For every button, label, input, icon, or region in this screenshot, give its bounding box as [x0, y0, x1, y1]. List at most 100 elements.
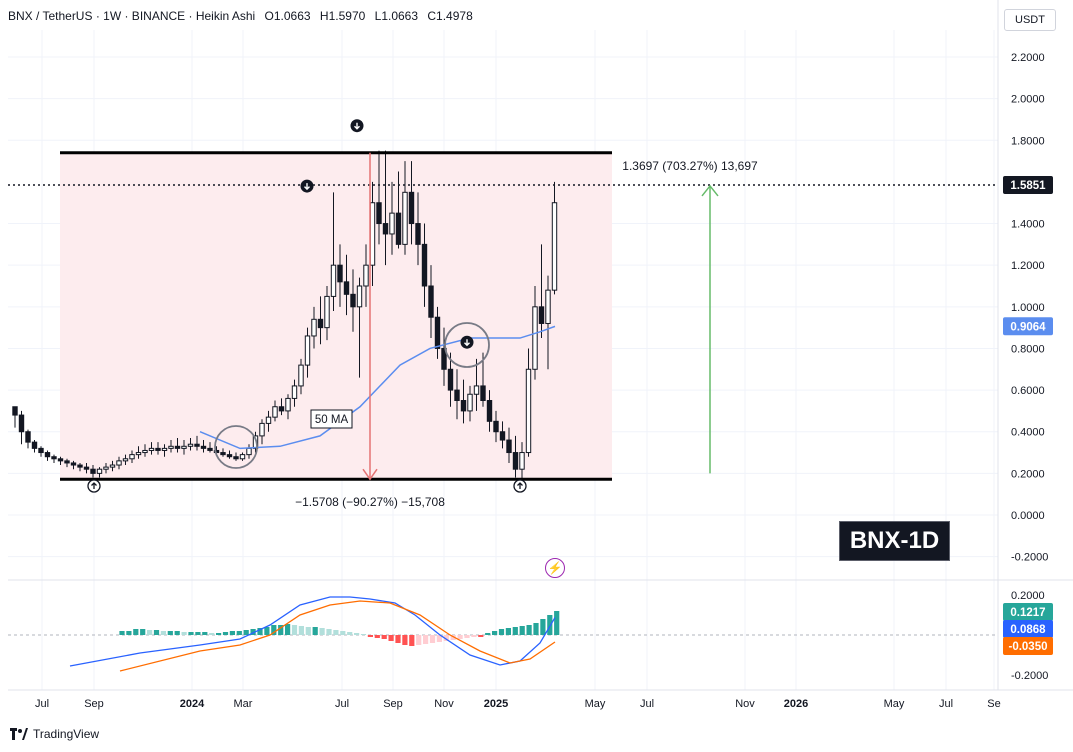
candle-body: [233, 456, 239, 460]
candle-body: [434, 316, 441, 349]
candle-body: [291, 385, 298, 399]
last-price-badge: 1.5851: [1010, 180, 1046, 192]
measure-up-arrowhead: [701, 184, 719, 197]
macd-hist-bar: [291, 625, 298, 635]
macd-hist-bar: [526, 625, 532, 635]
candle-body: [259, 422, 265, 437]
symbol-title[interactable]: BNX / TetherUS · 1W · BINANCE · Heikin A…: [8, 9, 256, 23]
candle-body: [389, 212, 395, 235]
macd-hist-bar: [305, 627, 311, 635]
macd-hist-bar: [340, 631, 346, 635]
tradingview-logo-icon: [10, 728, 28, 740]
macd-hist-bar: [271, 625, 277, 635]
macd-hist-bar: [243, 630, 249, 635]
ohlc-high-label: H: [319, 9, 329, 23]
macd-hist-bar: [202, 632, 208, 635]
candle-body: [155, 447, 161, 451]
price-axis[interactable]: 2.2000 2.0000 1.8000 1.4000 1.2000 1.0000 0.80…: [1003, 52, 1053, 682]
macd-hist-bar: [209, 633, 215, 635]
time-tick-label: May: [884, 698, 905, 710]
macd-value-badge-bg: [1003, 620, 1053, 638]
time-tick-label: Sep: [383, 698, 403, 710]
candle-body: [272, 406, 278, 418]
candle-body: [395, 212, 402, 245]
candle-body: [376, 202, 382, 225]
candle-body: [467, 393, 473, 412]
candle-body: [350, 293, 356, 308]
down-arrow-icon: [350, 119, 364, 133]
lightning-icon[interactable]: ⚡: [545, 558, 565, 578]
ohlc-close: 1.4978: [436, 9, 473, 23]
candle-body: [545, 289, 551, 324]
macd-hist-bar: [395, 635, 401, 643]
candle-body: [506, 439, 512, 454]
highlight-circle: [444, 322, 490, 368]
time-tick-label: Jul: [640, 698, 654, 710]
arrow-glyph: [91, 482, 97, 489]
candle-body: [70, 462, 77, 466]
macd-hist-bar: [471, 635, 477, 637]
time-tick-label: Jul: [35, 698, 49, 710]
candle-body: [304, 335, 311, 366]
candle-body: [181, 445, 187, 449]
macd-hist-bar: [181, 632, 187, 635]
currency-button[interactable]: USDT: [1004, 9, 1056, 31]
macd-hist-bar: [140, 629, 146, 635]
macd-hist-bar: [485, 633, 491, 635]
brand-footer[interactable]: TradingView: [10, 727, 99, 741]
price-tick-label: -0.2000: [1011, 552, 1048, 564]
candle-body: [415, 223, 421, 245]
candle-body: [90, 468, 96, 474]
price-tick-label: 1.2000: [1011, 260, 1045, 272]
candle-body: [226, 454, 233, 458]
measure-up-label: 1.3697 (703.27%) 13,697: [622, 159, 758, 173]
candle-body: [454, 389, 460, 402]
candle-body: [551, 202, 558, 291]
arrow-glyph: [464, 339, 470, 347]
macd-hist-bar: [195, 632, 201, 635]
macd-hist-bar: [402, 635, 408, 645]
price-tick-label: 1.4000: [1011, 219, 1045, 231]
time-tick-label: 2024: [180, 698, 205, 710]
candle-body: [311, 318, 317, 337]
candle-body: [77, 464, 83, 468]
price-tick-label: 1.0000: [1011, 302, 1045, 314]
candle-body: [51, 456, 57, 460]
candle-body: [480, 385, 486, 402]
macd-hist-bar: [498, 629, 505, 635]
macd-hist-bar: [278, 625, 284, 635]
arrow-glyph: [304, 183, 310, 191]
ma-badge-bg: [1003, 317, 1053, 336]
macd-hist-bar: [450, 635, 456, 640]
ohlc-open-label: O: [264, 9, 274, 23]
candle-body: [285, 397, 291, 412]
candle-body: [207, 447, 213, 451]
candle-body: [369, 202, 376, 266]
macd-hist-bar: [381, 635, 387, 639]
candle-body: [538, 306, 545, 324]
time-axis[interactable]: Jul Sep 2024 Mar Jul Sep Nov 2025 May Jul Nov 2026 M…: [35, 698, 1001, 710]
macd-hist-bar: [367, 635, 373, 637]
down-arrow-icon: [460, 335, 474, 349]
ohlc-low-label: L: [374, 9, 382, 23]
candle-body: [174, 445, 181, 449]
candle-body: [25, 431, 31, 443]
candle-body: [200, 445, 207, 449]
macd-hist-badge-bg: [1003, 603, 1053, 621]
macd-hist-bar: [298, 626, 304, 635]
candle-body: [499, 431, 506, 441]
range-lines: [8, 151, 998, 481]
signal-line: [119, 600, 556, 672]
up-arrow-icon: [87, 479, 101, 493]
arrow-glyph: [354, 122, 360, 130]
signal-value-badge-bg: [1003, 637, 1053, 655]
brand-name: TradingView: [33, 727, 100, 741]
candle-body: [343, 281, 350, 295]
ohlc-open: 1.0663: [273, 9, 311, 23]
candle-body: [317, 318, 324, 329]
macd-hist-bar: [547, 615, 553, 635]
candle-body: [168, 445, 174, 449]
candle-body: [31, 441, 38, 449]
macd-tick-label: -0.2000: [1011, 670, 1048, 682]
